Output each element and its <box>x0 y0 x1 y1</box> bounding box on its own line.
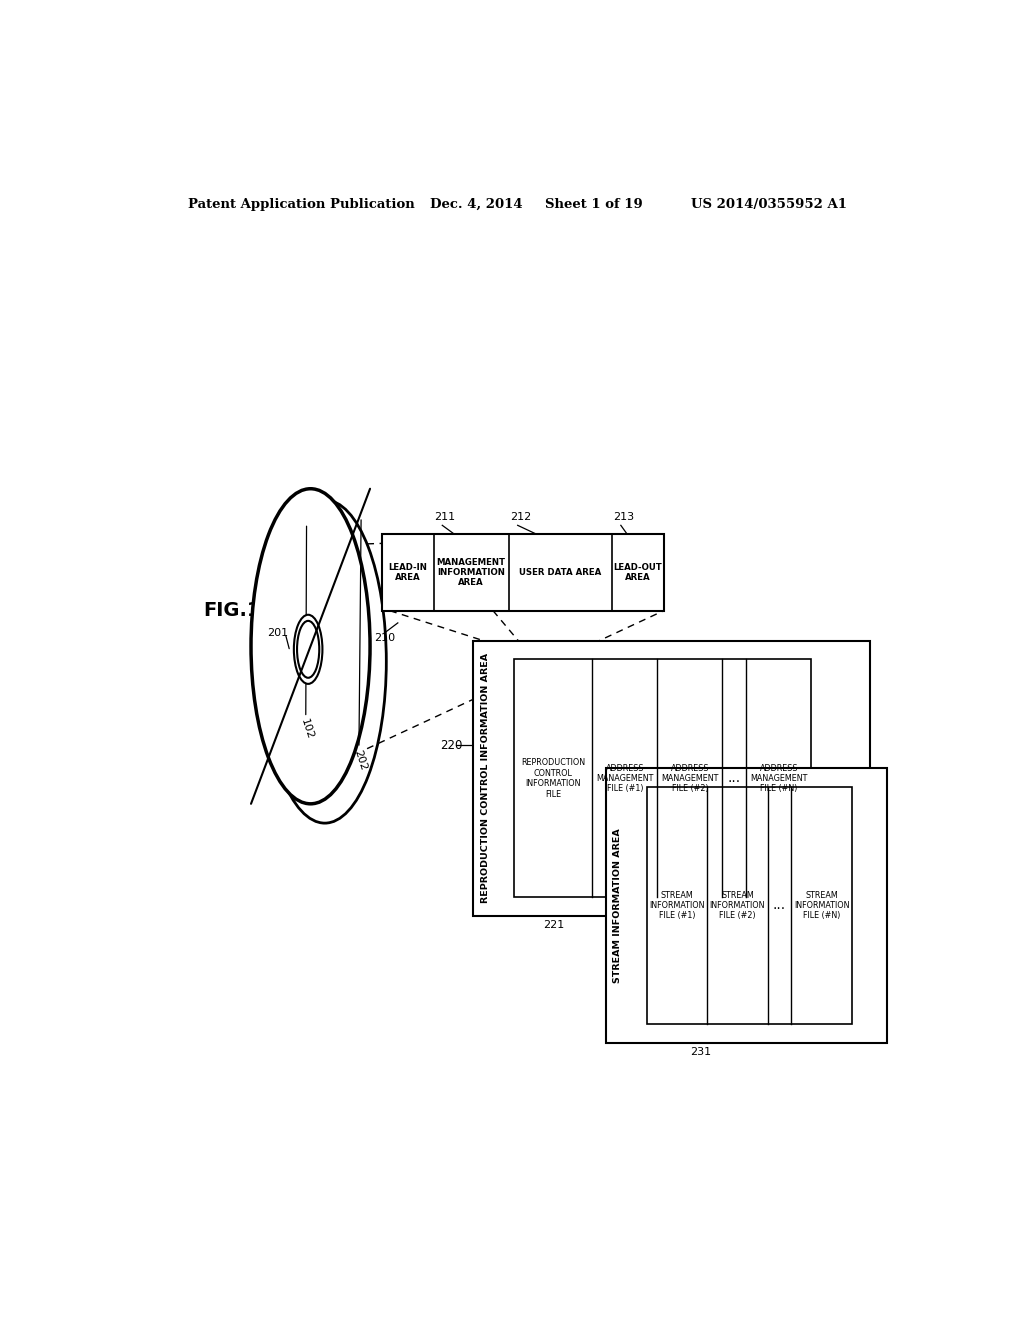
Text: 210: 210 <box>374 634 395 643</box>
Text: 201: 201 <box>267 628 288 638</box>
Text: STREAM
INFORMATION
FILE (#N): STREAM INFORMATION FILE (#N) <box>794 891 849 920</box>
Text: 222: 222 <box>634 920 655 929</box>
Text: STREAM
INFORMATION
FILE (#1): STREAM INFORMATION FILE (#1) <box>649 891 705 920</box>
Text: ...: ... <box>728 771 741 785</box>
Text: ADDRESS
MANAGEMENT
FILE (#2): ADDRESS MANAGEMENT FILE (#2) <box>662 763 719 793</box>
Text: REPRODUCTION CONTROL INFORMATION AREA: REPRODUCTION CONTROL INFORMATION AREA <box>480 653 489 903</box>
Text: Dec. 4, 2014: Dec. 4, 2014 <box>430 198 522 211</box>
Bar <box>606 768 888 1043</box>
Text: Patent Application Publication: Patent Application Publication <box>187 198 415 211</box>
Text: 212: 212 <box>510 512 531 523</box>
Text: LEAD-OUT
AREA: LEAD-OUT AREA <box>613 562 663 582</box>
Text: LEAD-IN
AREA: LEAD-IN AREA <box>388 562 427 582</box>
Text: MANAGEMENT
INFORMATION
AREA: MANAGEMENT INFORMATION AREA <box>436 557 506 587</box>
Text: STREAM INFORMATION AREA: STREAM INFORMATION AREA <box>613 828 623 983</box>
Text: 221: 221 <box>543 920 564 929</box>
Ellipse shape <box>263 500 386 824</box>
Text: ADDRESS
MANAGEMENT
FILE (#1): ADDRESS MANAGEMENT FILE (#1) <box>596 763 653 793</box>
Text: 231: 231 <box>690 1047 712 1057</box>
Text: Sheet 1 of 19: Sheet 1 of 19 <box>545 198 642 211</box>
Text: 213: 213 <box>613 512 634 523</box>
Text: 220: 220 <box>440 739 462 752</box>
Text: 202: 202 <box>352 748 369 772</box>
Bar <box>382 535 664 611</box>
Text: ...: ... <box>773 899 786 912</box>
Text: USER DATA AREA: USER DATA AREA <box>519 568 602 577</box>
Ellipse shape <box>294 615 323 684</box>
Ellipse shape <box>297 620 319 677</box>
Text: STREAM
INFORMATION
FILE (#2): STREAM INFORMATION FILE (#2) <box>710 891 765 920</box>
Text: REPRODUCTION
CONTROL
INFORMATION
FILE: REPRODUCTION CONTROL INFORMATION FILE <box>521 758 586 799</box>
Text: FIG.1: FIG.1 <box>204 601 261 620</box>
Text: 211: 211 <box>434 512 456 523</box>
Text: US 2014/0355952 A1: US 2014/0355952 A1 <box>691 198 848 211</box>
Bar <box>514 660 811 898</box>
Bar <box>473 642 870 916</box>
Text: 102: 102 <box>299 718 314 742</box>
Text: ADDRESS
MANAGEMENT
FILE (#N): ADDRESS MANAGEMENT FILE (#N) <box>750 763 808 793</box>
Text: 230: 230 <box>572 810 595 824</box>
Bar <box>647 787 852 1024</box>
Ellipse shape <box>251 488 370 804</box>
